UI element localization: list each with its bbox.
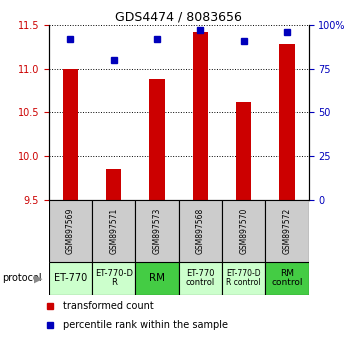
Bar — [49, 262, 92, 295]
Bar — [193, 32, 208, 200]
Text: protocol: protocol — [2, 273, 42, 284]
Bar — [135, 200, 179, 262]
Bar — [265, 200, 309, 262]
Text: ▶: ▶ — [34, 273, 43, 284]
Text: ET-770
control: ET-770 control — [186, 269, 215, 287]
Bar — [279, 44, 295, 200]
Bar — [149, 79, 165, 200]
Bar — [236, 102, 251, 200]
Text: GSM897569: GSM897569 — [66, 208, 75, 254]
Text: ET-770: ET-770 — [54, 273, 87, 284]
Text: GSM897572: GSM897572 — [283, 208, 291, 254]
Bar — [92, 262, 135, 295]
Text: GSM897568: GSM897568 — [196, 208, 205, 254]
Text: percentile rank within the sample: percentile rank within the sample — [63, 320, 228, 330]
Text: ET-770-D
R control: ET-770-D R control — [226, 269, 261, 287]
Text: GSM897571: GSM897571 — [109, 208, 118, 254]
Bar — [179, 200, 222, 262]
Bar — [106, 169, 121, 200]
Bar — [135, 262, 179, 295]
Bar — [63, 69, 78, 200]
Text: RM: RM — [149, 273, 165, 284]
Text: GSM897570: GSM897570 — [239, 208, 248, 254]
Text: transformed count: transformed count — [63, 301, 154, 311]
Bar — [49, 200, 92, 262]
Bar — [92, 200, 135, 262]
Bar — [222, 200, 265, 262]
Text: ET-770-D
R: ET-770-D R — [95, 269, 133, 287]
Text: RM
control: RM control — [271, 269, 303, 287]
Title: GDS4474 / 8083656: GDS4474 / 8083656 — [115, 11, 242, 24]
Bar — [265, 262, 309, 295]
Bar — [222, 262, 265, 295]
Bar — [179, 262, 222, 295]
Text: GSM897573: GSM897573 — [153, 208, 161, 254]
